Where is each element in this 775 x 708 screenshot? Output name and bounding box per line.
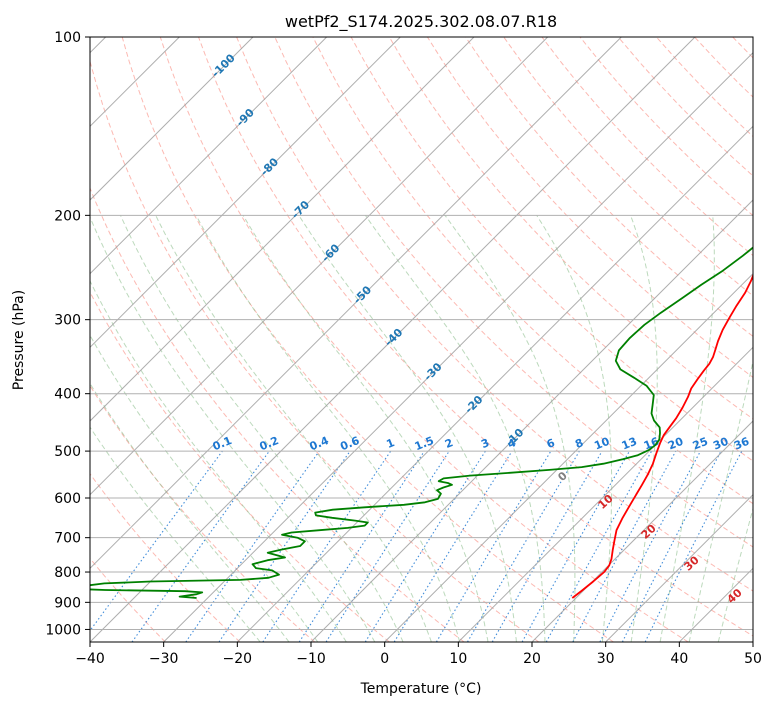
mixing-ratio-label: 16 [642,435,661,453]
isotherm-line [90,37,622,570]
x-tick-label: 0 [380,651,389,667]
moist-adiabat-line [120,215,404,642]
plot-frame [89,36,754,643]
dry-adiabat-line [90,472,241,642]
dewpoint-profile-line [90,246,753,599]
mixing-ratio-line [325,450,450,642]
moist-adiabat-line [195,215,461,642]
x-tick-label: 40 [670,651,688,667]
y-axis: 100 200 300 400 500 600 700 800 900 1000 [45,30,90,638]
plot-background [90,37,753,642]
dry-adiabat-line [236,37,753,592]
moist-adiabat-line [688,358,753,642]
temperature-profile-line [571,273,753,599]
x-axis-title: Temperature (°C) [360,681,482,697]
mixing-ratio-line [90,450,223,632]
y-tick-label: 600 [54,491,81,507]
isotherm-line [90,37,475,422]
mixing-ratio-label: 8 [573,436,585,451]
dry-adiabat-line [503,37,753,297]
isotherm-line [384,272,753,642]
x-tick-label: −20 [223,651,253,667]
mixing-ratio-line [545,450,653,642]
x-tick-label: −10 [296,651,326,667]
y-tick-label: 1000 [45,622,81,638]
y-tick-label: 900 [54,595,81,611]
y-tick-label: 100 [54,30,81,46]
isotherm-line [90,37,254,201]
y-tick-label: 700 [54,531,81,547]
mixing-ratio-label: 1 [385,436,397,451]
mixing-ratio-line [298,450,425,642]
dry-adiabat-line [159,37,689,642]
mixing-ratio-label: 30 [711,435,730,453]
moist-adiabat-line [298,215,517,642]
dry-adiabat-line [426,37,753,378]
dry-adiabat-line [90,557,166,642]
isotherm-line [310,199,753,642]
isotherm-line [90,37,328,275]
grid-lines [90,37,753,630]
moist-adiabat-line [90,334,319,642]
dry-adiabat-line [90,291,390,642]
mixing-ratio-label: 2 [443,436,455,451]
mixing-ratio-line [218,450,351,642]
isotherm-line [457,346,753,642]
isotherm-line [90,37,696,642]
isotherm-line [90,37,549,496]
chart-title: wetPf2_S174.2025.302.08.07.R18 [285,12,557,32]
isotherm-line [163,51,753,642]
x-tick-label: 20 [523,651,541,667]
x-tick-label: −40 [75,651,105,667]
moist-adiabat-line [90,215,376,642]
dry-adiabat-line [350,37,753,462]
mixing-ratio-label: 20 [666,435,685,453]
isotherm-line [90,37,401,349]
mixing-ratio-line [393,450,513,642]
dry-adiabat-line [90,59,540,642]
mixing-ratio-line [131,450,270,642]
x-tick-label: −30 [149,651,179,667]
moist-adiabat-line [90,426,261,642]
dry-adiabat-line [90,186,465,642]
mixing-ratio-line [185,450,320,642]
y-tick-label: 400 [54,387,81,403]
y-tick-label: 500 [54,444,81,460]
y-tick-label: 300 [54,313,81,329]
moist-adiabat-line [90,279,347,642]
background-lines [90,37,753,642]
isotherm-line [605,493,753,642]
series-layer [90,246,753,599]
moist-adiabat-line [536,215,613,642]
x-tick-label: 50 [744,651,762,667]
mixing-ratio-line [262,450,392,642]
x-tick-label: 10 [449,651,467,667]
mixing-ratio-line [572,450,677,642]
dry-adiabat-line [274,37,753,548]
moist-adiabat-line [630,215,658,642]
y-axis-title: Pressure (hPa) [11,290,27,390]
mixing-ratio-label: 13 [620,435,639,453]
dry-adiabat-line [121,37,614,642]
x-axis: −40 −30 −20 −10 0 10 20 30 40 50 [75,642,762,667]
x-tick-label: 30 [597,651,615,667]
dry-adiabat-line [198,37,753,637]
mixing-ratio-label: 36 [732,435,751,453]
moist-adiabat-line [364,215,546,642]
mixing-ratio-line [644,450,743,642]
isotherm-line [236,125,753,642]
mixing-ratio-label: 3 [479,436,491,451]
y-tick-label: 200 [54,208,81,224]
isotherm-line [531,420,753,642]
mixing-ratio-label: 10 [592,435,611,453]
mixing-ratio-line [521,450,630,642]
mixing-ratio-label: 25 [691,435,710,453]
y-tick-label: 800 [54,565,81,581]
